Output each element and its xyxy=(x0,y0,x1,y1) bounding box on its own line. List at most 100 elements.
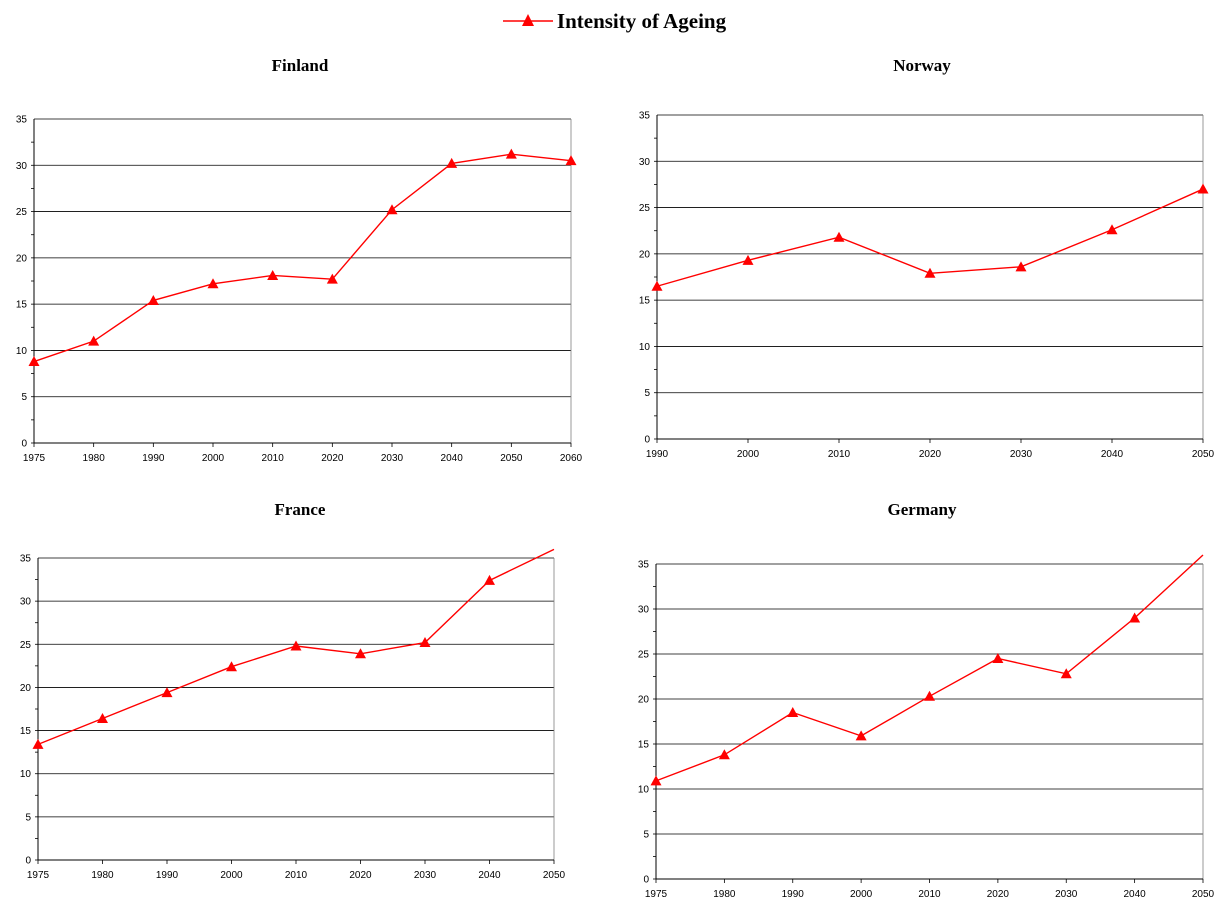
series-line xyxy=(655,554,1204,782)
data-point xyxy=(651,280,663,291)
data-point xyxy=(718,749,730,760)
x-tick-label: 2030 xyxy=(1055,889,1078,900)
x-tick-label: 1975 xyxy=(23,453,46,464)
x-tick-label: 2030 xyxy=(381,453,404,464)
y-tick-label: 5 xyxy=(21,392,27,403)
x-tick-label: 2010 xyxy=(285,870,308,881)
x-tick-label: 2040 xyxy=(1101,449,1124,460)
x-tick-label: 2020 xyxy=(349,870,372,881)
y-tick-label: 30 xyxy=(638,605,650,616)
data-point xyxy=(161,687,173,698)
chart-title: Norway xyxy=(893,56,951,75)
y-tick-label: 15 xyxy=(20,726,32,737)
y-tick-label: 35 xyxy=(638,560,650,571)
x-tick-label: 2030 xyxy=(414,870,437,881)
chart-title: France xyxy=(274,500,326,519)
data-point xyxy=(419,637,431,648)
y-tick-label: 25 xyxy=(20,640,32,651)
x-tick-label: 2010 xyxy=(262,453,285,464)
x-tick-label: 1980 xyxy=(91,870,114,881)
x-tick-label: 1980 xyxy=(83,453,106,464)
y-tick-label: 25 xyxy=(16,207,28,218)
y-tick-label: 5 xyxy=(25,812,31,823)
x-tick-label: 2000 xyxy=(220,870,243,881)
chart-plot: 0 5 10 15 20 25 30 35 1975 1980 1990 2000 2010 2020 20… xyxy=(20,548,566,881)
x-tick-label: 1990 xyxy=(782,889,805,900)
y-tick-label: 20 xyxy=(16,253,28,264)
x-tick-label: 2010 xyxy=(918,889,941,900)
legend-label: Intensity of Ageing xyxy=(556,8,727,33)
data-point xyxy=(446,157,458,168)
data-point xyxy=(290,640,302,651)
chart-france: France 0 5 10 15 20 25 30 35 1975 1980 1990 2000 201… xyxy=(0,496,600,905)
x-tick-label: 1990 xyxy=(142,453,165,464)
data-point xyxy=(147,294,159,305)
data-point xyxy=(97,712,108,723)
x-tick-label: 1975 xyxy=(645,889,668,900)
x-tick-label: 2000 xyxy=(737,449,760,460)
y-tick-label: 5 xyxy=(643,830,649,841)
data-point xyxy=(992,653,1004,663)
x-tick-label: 2040 xyxy=(1124,889,1147,900)
data-point xyxy=(28,356,40,367)
x-tick-label: 2000 xyxy=(202,453,225,464)
y-tick-label: 15 xyxy=(16,300,28,311)
y-tick-label: 20 xyxy=(20,683,32,694)
x-tick-label: 2020 xyxy=(919,449,942,460)
x-tick-label: 1975 xyxy=(27,870,50,881)
y-tick-label: 35 xyxy=(20,554,32,565)
y-tick-label: 0 xyxy=(643,875,649,886)
x-tick-label: 1990 xyxy=(156,870,179,881)
y-tick-label: 15 xyxy=(638,740,650,751)
data-point xyxy=(386,204,398,215)
data-point xyxy=(650,775,662,786)
x-tick-label: 2020 xyxy=(321,453,344,464)
x-tick-label: 2050 xyxy=(543,870,566,881)
x-tick-label: 1980 xyxy=(713,889,736,900)
data-point xyxy=(1197,183,1209,194)
chart-norway: Norway 0 5 10 15 20 25 30 35 1990 2000 2010 2020 203… xyxy=(615,52,1229,472)
data-point xyxy=(88,335,100,346)
y-tick-label: 30 xyxy=(20,597,32,608)
chart-legend: Intensity of Ageing xyxy=(0,4,1229,38)
data-point xyxy=(207,278,219,289)
chart-plot: 0 5 10 15 20 25 30 35 1990 2000 2010 2020 2030 2040 20… xyxy=(639,111,1215,461)
data-point xyxy=(1060,668,1072,679)
x-tick-label: 2060 xyxy=(560,453,583,464)
chart-title: Finland xyxy=(271,56,329,75)
chart-plot: 0 5 10 15 20 25 30 35 1975 1980 1990 2000 2010 2020 20… xyxy=(16,115,583,465)
y-tick-label: 5 xyxy=(644,388,650,399)
series-line xyxy=(33,153,572,363)
data-point xyxy=(924,690,935,701)
x-tick-label: 2030 xyxy=(1010,449,1033,460)
data-point xyxy=(565,155,577,166)
data-point xyxy=(1129,612,1141,623)
y-tick-label: 0 xyxy=(21,439,27,450)
x-tick-label: 2050 xyxy=(500,453,523,464)
legend-swatch xyxy=(502,14,553,26)
y-tick-label: 25 xyxy=(639,203,651,214)
x-tick-label: 2000 xyxy=(850,889,873,900)
chart-finland: Finland 0 5 10 15 20 25 30 35 1975 1980 1990 2000 20… xyxy=(0,52,600,472)
x-tick-label: 2040 xyxy=(478,870,501,881)
y-tick-label: 30 xyxy=(639,157,651,168)
x-tick-label: 2020 xyxy=(987,889,1010,900)
data-point xyxy=(505,148,517,159)
data-point xyxy=(1015,261,1027,272)
data-point xyxy=(787,707,799,717)
y-tick-label: 35 xyxy=(16,115,28,126)
y-tick-label: 20 xyxy=(639,249,651,260)
x-tick-label: 2050 xyxy=(1192,889,1215,900)
x-tick-label: 2050 xyxy=(1192,449,1215,460)
data-point xyxy=(267,269,279,280)
chart-germany: Germany 0 5 10 15 20 25 30 35 1975 1980 1990 2000 20… xyxy=(615,496,1229,905)
x-tick-label: 2040 xyxy=(441,453,464,464)
y-tick-label: 0 xyxy=(25,856,31,867)
data-point xyxy=(742,254,754,265)
data-point xyxy=(833,231,845,242)
y-tick-label: 10 xyxy=(20,769,32,780)
y-tick-label: 10 xyxy=(639,342,651,353)
y-tick-label: 0 xyxy=(644,435,650,446)
data-point xyxy=(355,648,366,659)
data-point xyxy=(924,267,936,278)
